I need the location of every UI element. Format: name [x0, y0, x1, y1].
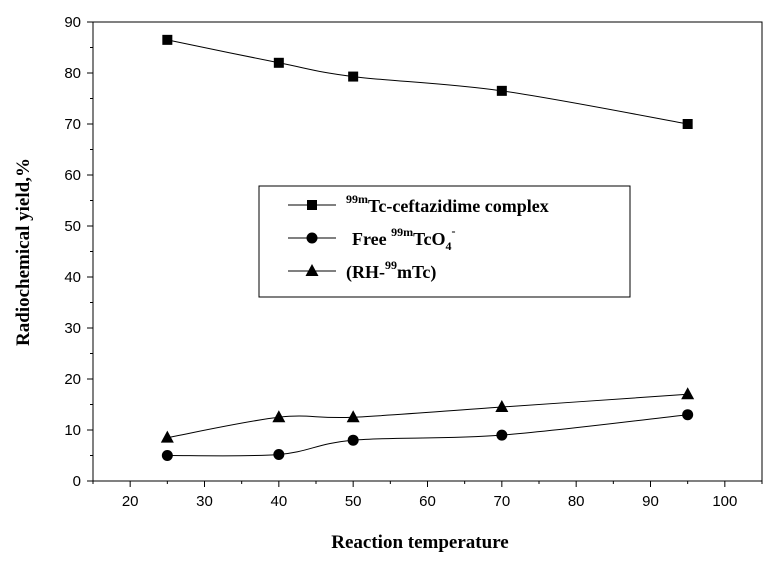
series-line — [167, 414, 688, 457]
x-axis-title: Reaction temperature — [331, 532, 508, 553]
series-line — [167, 393, 688, 439]
data-point — [347, 434, 359, 446]
data-point — [273, 57, 284, 68]
data-point — [346, 410, 360, 423]
series-3 — [160, 387, 695, 443]
legend-item: (RH-99mTc) — [288, 258, 436, 283]
y-tick-label: 70 — [64, 116, 81, 133]
data-point — [681, 387, 695, 400]
x-axis: 20 30 40 50 60 70 80 90 100 — [92, 481, 763, 510]
data-point — [495, 400, 509, 413]
legend-marker — [307, 200, 317, 210]
series-line — [167, 39, 688, 125]
series-layer — [160, 34, 695, 461]
legend: 99mTc-ceftazidime complex Free 99mTcO4- (R… — [258, 185, 631, 298]
y-tick-label: 40 — [64, 269, 81, 286]
data-point — [682, 119, 693, 129]
y-tick-label: 80 — [64, 65, 81, 82]
data-point — [496, 85, 507, 96]
legend-item: Free 99mTcO4- — [288, 224, 455, 253]
legend-marker — [306, 232, 318, 244]
y-tick-label: 90 — [64, 14, 81, 31]
y-tick-label: 60 — [64, 167, 81, 184]
data-point — [348, 71, 359, 82]
x-tick-label: 60 — [419, 493, 436, 510]
data-point — [496, 429, 508, 441]
x-tick-label: 100 — [712, 493, 737, 510]
legend-label: Free 99mTcO4- — [352, 224, 455, 253]
x-tick-label: 80 — [568, 493, 585, 510]
data-point — [272, 410, 286, 423]
y-tick-label: 20 — [64, 371, 81, 388]
y-tick-label: 10 — [64, 422, 81, 439]
x-tick-label: 40 — [270, 493, 287, 510]
series-1 — [162, 34, 693, 129]
y-axis-title: Radiochemical yield,% — [13, 158, 34, 346]
data-point — [161, 450, 173, 461]
data-point — [160, 430, 174, 443]
data-point — [162, 34, 173, 45]
y-tick-label: 50 — [64, 218, 81, 235]
legend-label: 99mTc-ceftazidime complex — [346, 192, 549, 216]
y-axis: 0 10 20 30 40 50 60 70 80 90 — [64, 14, 93, 490]
y-tick-label: 0 — [73, 473, 81, 490]
x-tick-label: 20 — [122, 493, 139, 510]
legend-label: (RH-99mTc) — [346, 258, 436, 283]
x-tick-label: 30 — [196, 493, 213, 510]
x-tick-label: 50 — [345, 493, 362, 510]
legend-marker — [305, 264, 319, 276]
y-tick-label: 30 — [64, 320, 81, 337]
x-tick-label: 90 — [642, 493, 659, 510]
series-2 — [161, 409, 694, 461]
legend-item: 99mTc-ceftazidime complex — [288, 192, 549, 216]
x-tick-label: 70 — [493, 493, 510, 510]
data-point — [273, 448, 285, 460]
data-point — [682, 409, 694, 421]
